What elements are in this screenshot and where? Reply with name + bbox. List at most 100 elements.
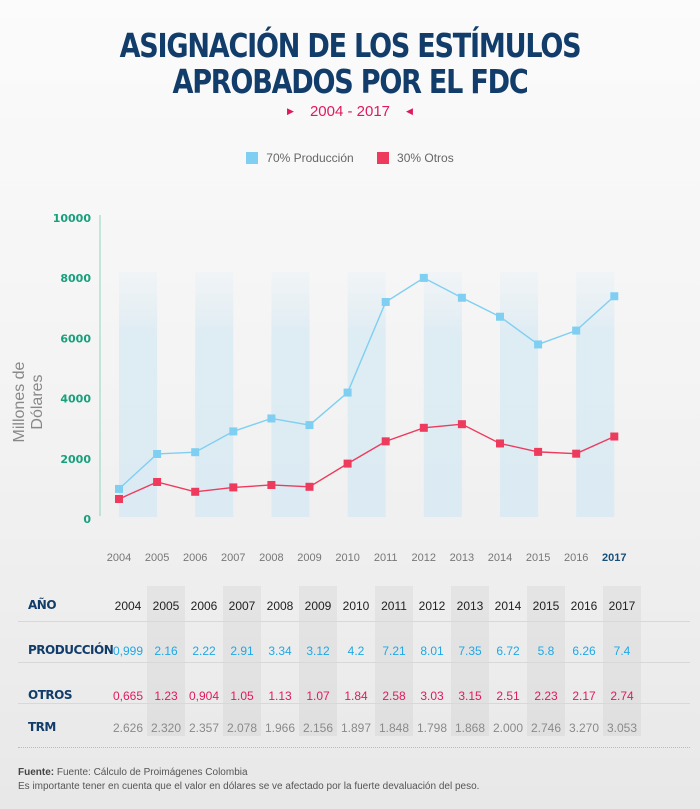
x-tick-label: 2010: [335, 552, 359, 564]
table-row-trm: TRM 2.626 2.320 2.357 2.078 1.966 2.156 1.897 1.…: [18, 720, 690, 760]
table-cell: 2017: [608, 599, 636, 613]
source-text: Fuente: Cálculo de Proimágenes Colombia: [54, 767, 248, 778]
table-cell: 0,999: [112, 644, 144, 658]
chart-title: ASIGNACIÓN DE LOS ESTÍMULOS APROBADOS PO…: [63, 28, 637, 100]
series-line-produccion: [118, 277, 615, 490]
legend: 70% Producción 30% Otros: [0, 151, 700, 165]
data-point-otros: [267, 480, 276, 489]
table-cell: 2.74: [610, 689, 634, 703]
table-cell: 2.626: [112, 721, 144, 735]
data-point-produccion: [419, 273, 428, 282]
data-point-produccion: [153, 449, 162, 458]
data-table: AÑO 2004 2005 2006 2007 2008 2009 2010 2011 2012 2…: [0, 586, 700, 746]
row-label: TRM: [28, 720, 56, 734]
table-cell: 7.35: [458, 644, 482, 658]
data-point-otros: [115, 494, 123, 503]
table-cell: 1.848: [378, 721, 410, 735]
table-cell: 2.17: [572, 689, 596, 703]
table-cell: 2015: [532, 599, 560, 613]
table-cell: 2.320: [150, 721, 182, 735]
table-cell: 2016: [570, 599, 598, 613]
arrow-right-icon: ▶: [287, 106, 294, 116]
row-label: AÑO: [28, 598, 57, 612]
data-point-produccion: [305, 421, 314, 430]
background-band: [195, 272, 234, 517]
table-cell: 4.2: [347, 644, 365, 658]
table-cell: 3.270: [568, 721, 600, 735]
table-cell: 2.156: [302, 721, 334, 735]
x-tick-label: 2004: [107, 552, 131, 564]
y-tick-labels: 0 2000 4000 6000 8000 10000: [53, 212, 92, 526]
column-shade: [299, 586, 337, 736]
table-cell: 2.746: [530, 721, 562, 735]
data-point-otros: [572, 449, 581, 458]
x-tick-label: 2007: [221, 552, 245, 564]
data-point-produccion: [343, 388, 352, 397]
table-cell: 2004: [114, 599, 142, 613]
table-cell: 3.15: [458, 689, 482, 703]
data-point-otros: [496, 439, 504, 448]
row-divider: [18, 662, 690, 663]
table-cell: 1.23: [154, 689, 178, 703]
table-cell: 3.34: [268, 644, 292, 658]
table-header-row: AÑO 2004 2005 2006 2007 2008 2009 2010 2011 2012 2…: [18, 598, 690, 638]
data-point-otros: [229, 483, 238, 492]
y-tick-label: 10000: [53, 212, 92, 225]
legend-swatch-produccion: [246, 152, 259, 164]
table-cell: 6.72: [496, 644, 520, 658]
legend-item-otros: 30% Otros: [377, 151, 454, 165]
x-tick-label: 2013: [450, 552, 474, 564]
x-tick-label: 2009: [297, 552, 321, 564]
data-point-produccion: [534, 340, 543, 349]
row-label: PRODUCCIÓN: [28, 643, 114, 657]
table-cell: 2008: [266, 599, 294, 613]
row-divider: [18, 703, 690, 704]
table-cell: 2014: [494, 599, 522, 613]
data-point-produccion: [229, 427, 238, 436]
table-bottom-divider: [18, 747, 690, 748]
y-tick-label: 4000: [60, 393, 91, 406]
table-cell: 2.22: [192, 644, 216, 658]
background-band: [500, 272, 539, 517]
table-cell: 2006: [190, 599, 218, 613]
table-cell: 2.58: [382, 689, 406, 703]
background-band: [347, 272, 386, 517]
background-band: [423, 272, 462, 517]
x-tick-label: 2016: [564, 552, 588, 564]
column-shade: [375, 586, 413, 736]
column-shade: [603, 586, 641, 736]
table-cell: 3.053: [606, 721, 638, 735]
table-cell: 3.12: [306, 644, 330, 658]
series-points: [115, 273, 619, 503]
data-point-otros: [610, 432, 619, 441]
background-band: [576, 272, 615, 517]
x-tick-label: 2017: [602, 552, 626, 564]
data-point-otros: [153, 477, 162, 486]
title-line-1: ASIGNACIÓN DE LOS ESTÍMULOS: [119, 26, 582, 65]
legend-label-otros: 30% Otros: [397, 151, 454, 165]
data-point-otros: [457, 420, 466, 429]
legend-label-produccion: 70% Producción: [266, 151, 354, 165]
table-row-otros: OTROS 0,665 1.23 0,904 1.05 1.13 1.07 1.84 2.58 3…: [18, 688, 690, 728]
title-line-2: APROBADOS POR EL FDC: [172, 62, 528, 101]
table-cell: 1.868: [454, 721, 486, 735]
series-line-otros: [118, 423, 615, 500]
row-divider: [18, 621, 690, 622]
legend-swatch-otros: [377, 152, 390, 164]
table-cell: 2.078: [226, 721, 258, 735]
table-cell: 2011: [381, 599, 407, 613]
table-cell: 2007: [228, 599, 256, 613]
background-band: [271, 272, 310, 517]
x-tick-label: 2008: [259, 552, 283, 564]
table-cell: 1.897: [340, 721, 372, 735]
table-cell: 2.000: [492, 721, 524, 735]
y-tick-label: 0: [83, 513, 91, 526]
x-tick-labels: 2004 2005 2006 2007 2008 2009 2010 2011 2012 2013…: [107, 552, 627, 564]
source-label: Fuente:: [18, 767, 55, 778]
background-bands: [119, 272, 615, 517]
table-cell: 8.01: [420, 644, 444, 658]
legend-item-produccion: 70% Producción: [246, 151, 354, 165]
arrow-left-icon: ◀: [406, 106, 413, 116]
data-point-produccion: [572, 326, 581, 335]
chart-subtitle: ▶ 2004 - 2017 ◀: [0, 103, 700, 120]
